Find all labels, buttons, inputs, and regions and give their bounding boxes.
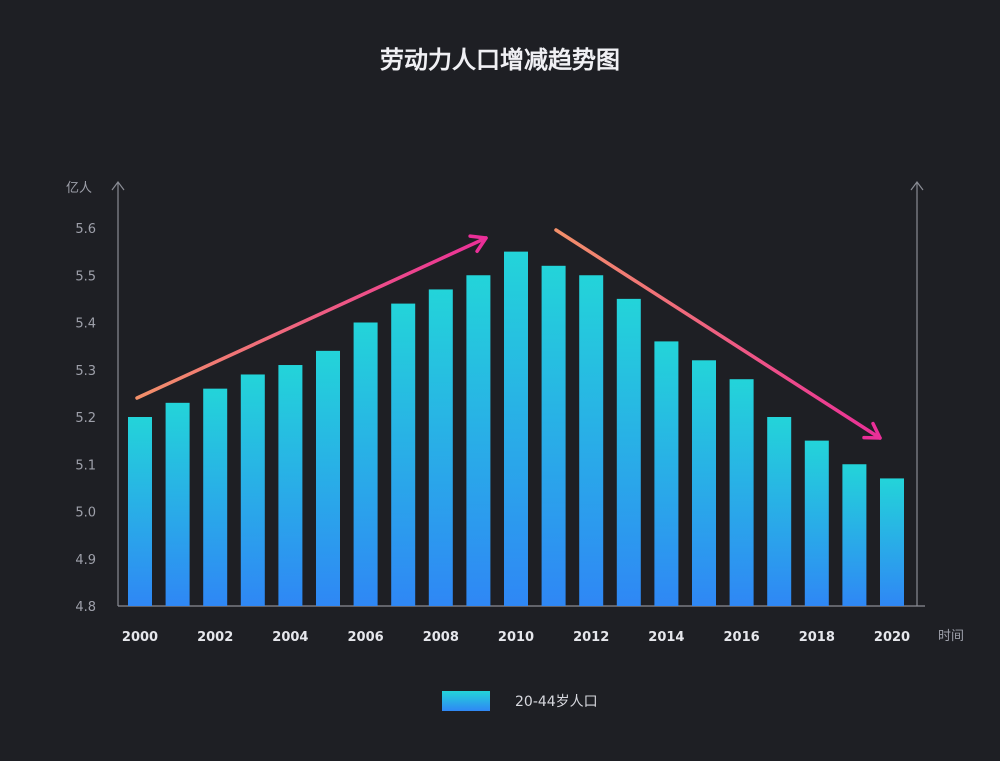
y-tick-label: 4.9: [75, 553, 96, 568]
y-tick-label: 5.5: [75, 269, 96, 284]
x-tick-labels: 2000 2002 2004 2006 2008 2010 2012 2014 2016 2018…: [122, 630, 910, 645]
legend-swatch: [442, 691, 490, 711]
x-tick-label: 2004: [272, 630, 308, 645]
legend-label: 20-44岁人口: [515, 694, 598, 710]
bar-2007: [391, 303, 416, 606]
y-tick-label: 5.2: [75, 411, 96, 426]
x-tick-label: 2006: [348, 630, 384, 645]
chart-title: 劳动力人口增减趋势图: [380, 45, 620, 74]
trend-arrow-down-head: [862, 421, 882, 440]
x-tick-label: 2000: [122, 630, 158, 645]
x-tick-label: 2014: [648, 630, 684, 645]
bar-2008: [428, 289, 453, 606]
y-tick-labels: 4.8 4.9 5.0 5.1 5.2 5.3 5.4 5.5 5.6: [75, 222, 96, 615]
x-tick-label: 2002: [197, 630, 233, 645]
y-tick-label: 4.8: [75, 600, 96, 615]
y-axis-arrowhead: [111, 181, 125, 191]
bar-2011: [541, 265, 566, 606]
y-tick-label: 5.1: [75, 458, 96, 473]
trend-arrow-up-head: [468, 234, 488, 254]
bar-2012: [579, 275, 604, 606]
legend: 20-44岁人口: [442, 691, 598, 711]
bar-2004: [278, 365, 303, 606]
bar-2020: [880, 478, 904, 606]
bars: [128, 251, 904, 606]
bar-2015: [692, 360, 716, 606]
bar-2000: [128, 417, 152, 606]
x-tick-label: 2016: [724, 630, 760, 645]
bar-2017: [767, 417, 792, 606]
bar-2010: [504, 251, 528, 606]
y-tick-label: 5.4: [75, 317, 96, 332]
bar-2002: [203, 388, 228, 606]
bar-2003: [240, 374, 265, 606]
bar-2016: [729, 379, 754, 606]
x-tick-label: 2010: [498, 630, 534, 645]
x-tick-label: 2018: [799, 630, 835, 645]
y-tick-label: 5.0: [75, 506, 96, 521]
y-axis-label: 亿人: [66, 181, 92, 196]
bar-2013: [616, 298, 641, 606]
trend-arrow-up: [135, 236, 488, 400]
bar-2001: [165, 402, 190, 606]
y-tick-label: 5.3: [75, 364, 96, 379]
trend-arrows: [135, 228, 882, 440]
bar-2018: [804, 440, 829, 606]
right-axis-arrowhead: [910, 181, 924, 191]
y-tick-label: 5.6: [75, 222, 96, 237]
x-tick-label: 2012: [573, 630, 609, 645]
bar-2014: [654, 341, 679, 606]
bar-2006: [353, 322, 378, 606]
x-tick-label: 2008: [423, 630, 459, 645]
x-axis-label: 时间: [938, 629, 964, 644]
bar-2009: [466, 275, 491, 606]
trend-arrow-down: [554, 228, 882, 440]
x-tick-label: 2020: [874, 630, 910, 645]
bar-2019: [842, 464, 867, 606]
bar-2005: [316, 350, 340, 606]
